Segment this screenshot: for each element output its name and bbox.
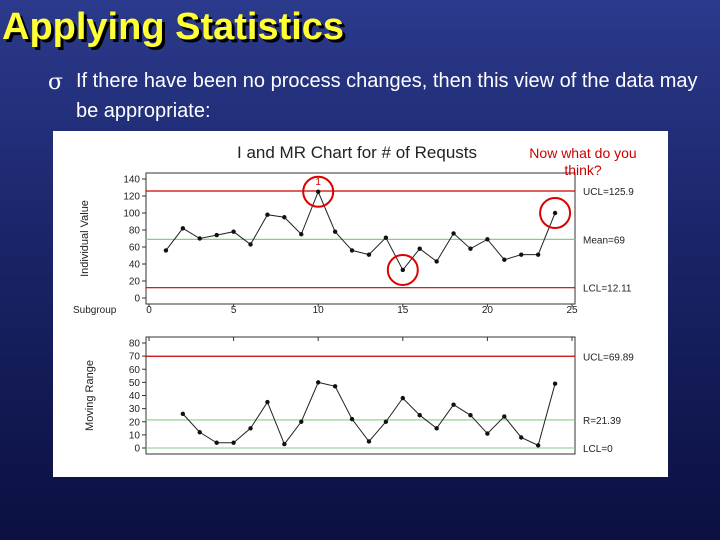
individual-data-point — [383, 235, 389, 240]
x-tick-label: 15 — [397, 305, 409, 316]
moving-range-data-point — [535, 443, 541, 448]
individual-series-line — [165, 190, 556, 271]
moving-range-y-axis-label: Moving Range — [84, 360, 96, 431]
moving-range-data-point — [400, 395, 405, 401]
moving-range-ucl-label: UCL=69.89 — [583, 352, 634, 363]
highlight-circle — [539, 197, 572, 229]
moving-range-data-point — [180, 411, 186, 417]
annotation-line-1: Now what do you — [529, 145, 637, 161]
individual-data-point — [316, 189, 321, 194]
moving-range-y-tick-label: 40 — [129, 391, 141, 402]
annotation-line-2: think? — [564, 162, 602, 178]
moving-range-data-point — [231, 440, 236, 445]
individual-y-tick-label: 20 — [129, 277, 141, 288]
highlight-circle — [386, 253, 419, 286]
moving-range-data-point — [197, 430, 202, 435]
individual-data-point — [366, 252, 372, 257]
imr-chart: I and MR Chart for # of Requsts Individua… — [73, 143, 634, 455]
chart-panel: I and MR Chart for # of Requsts Individua… — [53, 131, 668, 477]
sigma-icon: σ — [48, 70, 64, 95]
individual-y-axis-label: Individual Value — [79, 200, 91, 277]
moving-range-center-label: R=21.39 — [583, 416, 622, 427]
moving-range-data-point — [349, 416, 355, 422]
individual-data-point — [400, 267, 405, 273]
individual-data-point — [485, 237, 490, 242]
individual-y-tick-label: 140 — [123, 175, 140, 186]
individual-data-point — [417, 246, 422, 251]
individual-y-tick-label: 120 — [123, 192, 140, 203]
x-tick-label: 25 — [566, 305, 578, 316]
annotation-note: Now what do you think? — [508, 145, 658, 179]
individual-data-point — [197, 236, 202, 241]
individual-lcl-label: LCL=12.11 — [583, 284, 632, 295]
individual-data-point — [231, 229, 236, 234]
individual-data-point — [282, 215, 287, 220]
moving-range-data-point — [282, 441, 287, 447]
moving-range-y-tick-label: 30 — [129, 404, 141, 415]
moving-range-y-tick-label: 50 — [129, 378, 141, 389]
individual-y-tick-label: 40 — [129, 260, 141, 271]
highlight-circle — [302, 175, 335, 208]
individual-data-point — [451, 231, 456, 236]
moving-range-data-point — [299, 419, 304, 424]
x-tick-label: 5 — [231, 305, 237, 316]
individual-mean-label: Mean=69 — [583, 235, 625, 246]
moving-range-data-point — [485, 431, 490, 436]
individual-plot-frame — [145, 172, 576, 305]
moving-range-data-point — [451, 402, 456, 407]
individual-data-point — [349, 248, 355, 253]
individual-data-point — [248, 242, 253, 247]
individual-data-point — [180, 226, 186, 231]
bullet-text: If there have been no process changes, t… — [76, 70, 698, 122]
moving-range-series-line — [182, 381, 556, 447]
moving-range-y-tick-label: 20 — [129, 417, 141, 428]
moving-range-lcl-label: LCL=0 — [583, 444, 613, 455]
x-tick-label: 20 — [482, 305, 494, 316]
individual-data-point — [434, 259, 439, 264]
individual-y-tick-label: 0 — [134, 294, 140, 305]
out-of-control-flag: 1 — [315, 177, 321, 188]
individual-data-point — [299, 232, 304, 237]
moving-range-y-tick-label: 0 — [134, 444, 140, 455]
individual-data-point — [214, 232, 219, 238]
moving-range-data-point — [417, 412, 422, 418]
individual-data-point — [163, 248, 169, 253]
moving-range-y-tick-label: 10 — [129, 430, 141, 441]
x-tick-label: 0 — [146, 305, 152, 316]
individual-data-point — [502, 257, 507, 262]
individual-data-point — [519, 252, 524, 257]
moving-range-plot-frame — [145, 336, 576, 455]
moving-range-data-point — [502, 414, 507, 419]
x-tick-label: 10 — [313, 305, 325, 316]
moving-range-data-point — [383, 419, 389, 424]
moving-range-data-point — [468, 412, 473, 418]
moving-range-data-point — [519, 435, 524, 440]
moving-range-data-point — [265, 399, 270, 405]
moving-range-y-tick-label: 60 — [129, 365, 141, 376]
individual-y-tick-label: 100 — [123, 209, 140, 220]
moving-range-data-point — [248, 426, 253, 431]
moving-range-data-point — [366, 439, 372, 444]
x-axis-label: Subgroup — [73, 305, 117, 316]
individual-y-tick-label: 80 — [129, 226, 141, 237]
individual-data-point — [535, 252, 541, 257]
individual-y-tick-label: 60 — [129, 243, 141, 254]
individual-data-point — [332, 229, 338, 234]
moving-range-data-point — [434, 426, 439, 431]
individual-data-point — [552, 210, 558, 216]
moving-range-data-point — [552, 381, 558, 386]
chart-title: I and MR Chart for # of Requsts — [237, 143, 477, 162]
moving-range-data-point — [316, 380, 321, 385]
individual-ucl-label: UCL=125.9 — [583, 187, 634, 198]
individual-data-point — [468, 246, 473, 251]
moving-range-data-point — [214, 440, 219, 445]
moving-range-y-tick-label: 70 — [129, 352, 141, 363]
moving-range-y-tick-label: 80 — [129, 339, 141, 350]
slide-title: Applying Statistics — [2, 6, 345, 48]
individual-data-point — [265, 212, 270, 217]
moving-range-data-point — [332, 384, 338, 389]
